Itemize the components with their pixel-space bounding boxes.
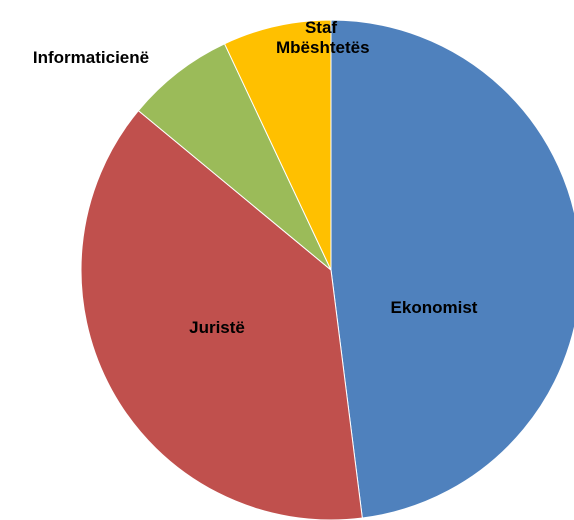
pie-slice xyxy=(137,43,332,271)
slice-label: Informaticienë xyxy=(32,48,150,67)
pie-slice xyxy=(80,109,363,520)
slice-label: Staf Mbështetës xyxy=(276,18,370,57)
pie-slice xyxy=(223,19,332,271)
slice-label: Ekonomist xyxy=(390,298,478,317)
slice-label: Juristë xyxy=(189,318,245,337)
pie-slice xyxy=(330,19,574,519)
